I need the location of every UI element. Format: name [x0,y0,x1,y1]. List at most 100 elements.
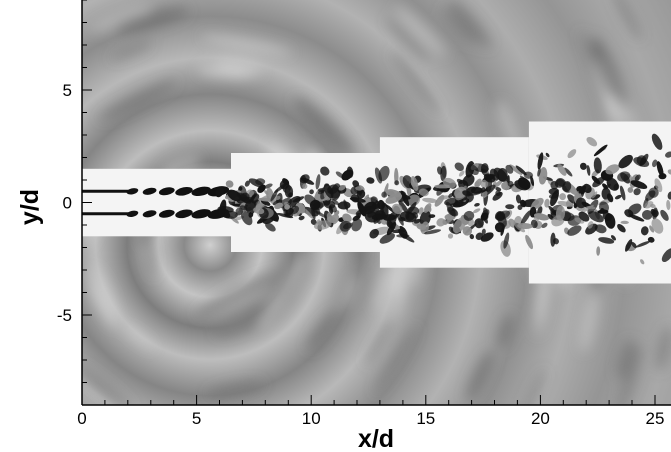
turbulent-vortex [316,219,322,226]
turbulent-vortex [617,224,626,233]
turbulent-vortex [500,240,511,257]
turbulent-vortex [567,194,577,204]
turbulent-vortex [514,180,529,191]
turbulent-vortex [272,199,282,206]
turbulent-vortex [474,218,484,229]
turbulent-vortex [503,232,510,249]
turbulent-vortex [302,183,308,189]
turbulent-vortex [656,161,664,177]
turbulent-vortex [562,181,572,192]
turbulent-vortex [289,205,300,215]
turbulent-vortex [605,164,620,175]
turbulent-vortex [331,198,340,206]
turbulent-vortex [341,169,354,181]
turbulent-vortex [648,187,659,198]
turbulent-vortex [338,184,346,191]
turbulent-vortex [644,201,654,209]
turbulent-vortex [244,180,250,187]
turbulent-vortex [578,185,587,194]
turbulent-vortex [467,164,479,176]
y-tick-label: -5 [57,306,72,325]
acoustic-streak [99,80,177,121]
turbulent-vortex [651,133,663,150]
turbulent-vortex [588,211,604,223]
turbulent-vortex [587,221,594,229]
vortex-roller [126,188,139,195]
acoustic-streak [617,343,643,405]
acoustic-streak [655,326,671,371]
vortex-roller [142,187,157,195]
turbulent-vortex [555,205,566,221]
y-ticks: 5 0 -5 [57,0,92,406]
turbulent-vortex [517,204,523,210]
acoustic-streak [197,64,253,80]
turbulent-vortex [481,228,486,235]
acoustic-streak [394,5,447,57]
turbulent-vortex [564,167,573,177]
turbulent-vortex [462,190,472,197]
acoustic-streak [82,358,134,405]
acoustic-streak [591,37,624,109]
turbulent-vortex [258,186,264,193]
turbulent-vortex [418,188,429,197]
turbulent-vortex [495,187,502,192]
acoustic-streak [144,225,156,280]
turbulent-vortex [253,207,265,215]
acoustic-streak [206,381,265,397]
turbulent-vortex [473,208,481,214]
turbulent-vortex [458,170,465,177]
x-tick-label: 0 [77,409,86,428]
turbulent-vortex [591,191,598,199]
turbulent-vortex [275,195,281,201]
turbulent-vortex [480,179,489,188]
acoustic-streak [89,4,152,33]
vortex-roller [158,187,175,196]
turbulent-vortex [442,177,456,189]
turbulent-vortex [598,237,615,244]
turbulent-vortex [317,189,325,195]
turbulent-vortex [402,175,414,189]
turbulent-vortex [666,199,671,211]
turbulent-vortex [355,186,363,191]
turbulent-vortex [652,159,658,168]
turbulent-vortex [541,222,548,229]
turbulent-vortex [606,193,614,203]
turbulent-vortex [400,194,411,200]
turbulent-vortex [618,154,633,169]
turbulent-vortex [617,171,631,182]
turbulent-vortex [444,215,455,225]
acoustic-streak [89,282,118,329]
turbulent-vortex [369,228,379,239]
turbulent-vortex [437,166,443,175]
turbulent-vortex [398,216,406,222]
turbulent-vortex [634,174,641,181]
turbulent-vortex [633,156,650,168]
turbulent-vortex [613,183,620,191]
turbulent-vortex [614,194,622,200]
turbulent-vortex [579,162,587,170]
turbulent-vortex [575,197,587,209]
turbulent-vortex [545,152,550,158]
turbulent-vortex [219,199,227,217]
turbulent-vortex [474,178,482,189]
turbulent-vortex [447,206,459,217]
turbulent-vortex [628,214,645,222]
acoustic-streak [449,0,492,49]
turbulent-vortex [525,234,534,250]
y-tick-label: 5 [63,81,72,100]
turbulent-vortex [630,180,648,189]
turbulent-vortex [394,180,400,186]
turbulent-vortex [447,233,454,239]
turbulent-vortex [547,213,554,221]
turbulent-vortex [627,203,642,215]
turbulent-vortex [288,192,293,198]
turbulent-vortex [554,178,565,188]
acoustic-streak [390,50,441,115]
acoustic-streak [579,292,599,353]
vortex-roller [175,186,193,196]
turbulent-vortex [410,181,417,187]
acoustic-streak [109,41,153,61]
turbulent-vortex [635,240,651,248]
turbulent-vortex [520,199,527,208]
